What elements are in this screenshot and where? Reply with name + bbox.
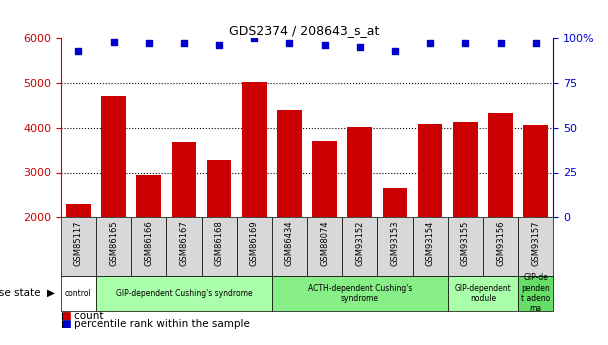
Bar: [61, 217, 96, 276]
Bar: [96, 276, 272, 310]
Bar: [523, 125, 548, 217]
Bar: [518, 217, 553, 276]
Point: [496, 41, 505, 46]
Text: GSM93154: GSM93154: [426, 220, 435, 266]
Point: [285, 41, 294, 46]
Bar: [378, 217, 413, 276]
Text: ACTH-dependent Cushing's
syndrome: ACTH-dependent Cushing's syndrome: [308, 284, 412, 303]
Bar: [167, 217, 201, 276]
Bar: [277, 110, 302, 217]
Text: disease state  ▶: disease state ▶: [0, 288, 55, 298]
Text: ■ count: ■ count: [61, 311, 103, 321]
Bar: [136, 175, 161, 217]
Bar: [242, 82, 266, 217]
Bar: [207, 160, 232, 217]
Bar: [413, 217, 447, 276]
Bar: [307, 217, 342, 276]
Bar: [102, 96, 126, 217]
Text: GDS2374 / 208643_s_at: GDS2374 / 208643_s_at: [229, 24, 379, 37]
Bar: [96, 217, 131, 276]
Text: GSM93156: GSM93156: [496, 220, 505, 266]
Bar: [272, 217, 307, 276]
Bar: [66, 204, 91, 217]
Bar: [483, 217, 518, 276]
Bar: [447, 276, 518, 310]
Point: [109, 39, 119, 44]
Bar: [447, 217, 483, 276]
Text: GSM86169: GSM86169: [250, 220, 259, 266]
Text: ■: ■: [61, 319, 71, 329]
Bar: [201, 217, 237, 276]
Bar: [453, 122, 478, 217]
Bar: [313, 141, 337, 217]
Text: GSM86168: GSM86168: [215, 220, 224, 266]
Text: GIP-dependent Cushing's syndrome: GIP-dependent Cushing's syndrome: [116, 289, 252, 298]
Text: GSM85117: GSM85117: [74, 220, 83, 266]
Text: ■ percentile rank within the sample: ■ percentile rank within the sample: [61, 319, 250, 329]
Text: GSM86166: GSM86166: [144, 220, 153, 266]
Bar: [518, 276, 553, 310]
Bar: [348, 127, 372, 217]
Text: GSM93155: GSM93155: [461, 220, 470, 266]
Bar: [272, 276, 447, 310]
Point: [531, 41, 541, 46]
Text: GSM86165: GSM86165: [109, 220, 118, 266]
Bar: [382, 188, 407, 217]
Point: [179, 41, 188, 46]
Text: GIP-de
penden
t adeno
ma: GIP-de penden t adeno ma: [521, 273, 550, 313]
Bar: [131, 217, 167, 276]
Text: GSM86434: GSM86434: [285, 220, 294, 266]
Text: GIP-dependent
nodule: GIP-dependent nodule: [455, 284, 511, 303]
Point: [74, 48, 83, 53]
Point: [425, 41, 435, 46]
Text: control: control: [65, 289, 92, 298]
Bar: [237, 217, 272, 276]
Point: [249, 35, 259, 41]
Bar: [488, 113, 513, 217]
Bar: [342, 217, 378, 276]
Text: GSM88074: GSM88074: [320, 220, 329, 266]
Bar: [171, 142, 196, 217]
Point: [390, 48, 400, 53]
Bar: [61, 276, 96, 310]
Bar: [418, 124, 443, 217]
Text: GSM93153: GSM93153: [390, 220, 399, 266]
Text: ■: ■: [61, 311, 71, 321]
Point: [214, 42, 224, 48]
Text: GSM93157: GSM93157: [531, 220, 540, 266]
Point: [355, 44, 365, 50]
Point: [460, 41, 470, 46]
Text: GSM93152: GSM93152: [355, 220, 364, 266]
Point: [320, 42, 330, 48]
Point: [144, 41, 154, 46]
Text: GSM86167: GSM86167: [179, 220, 188, 266]
